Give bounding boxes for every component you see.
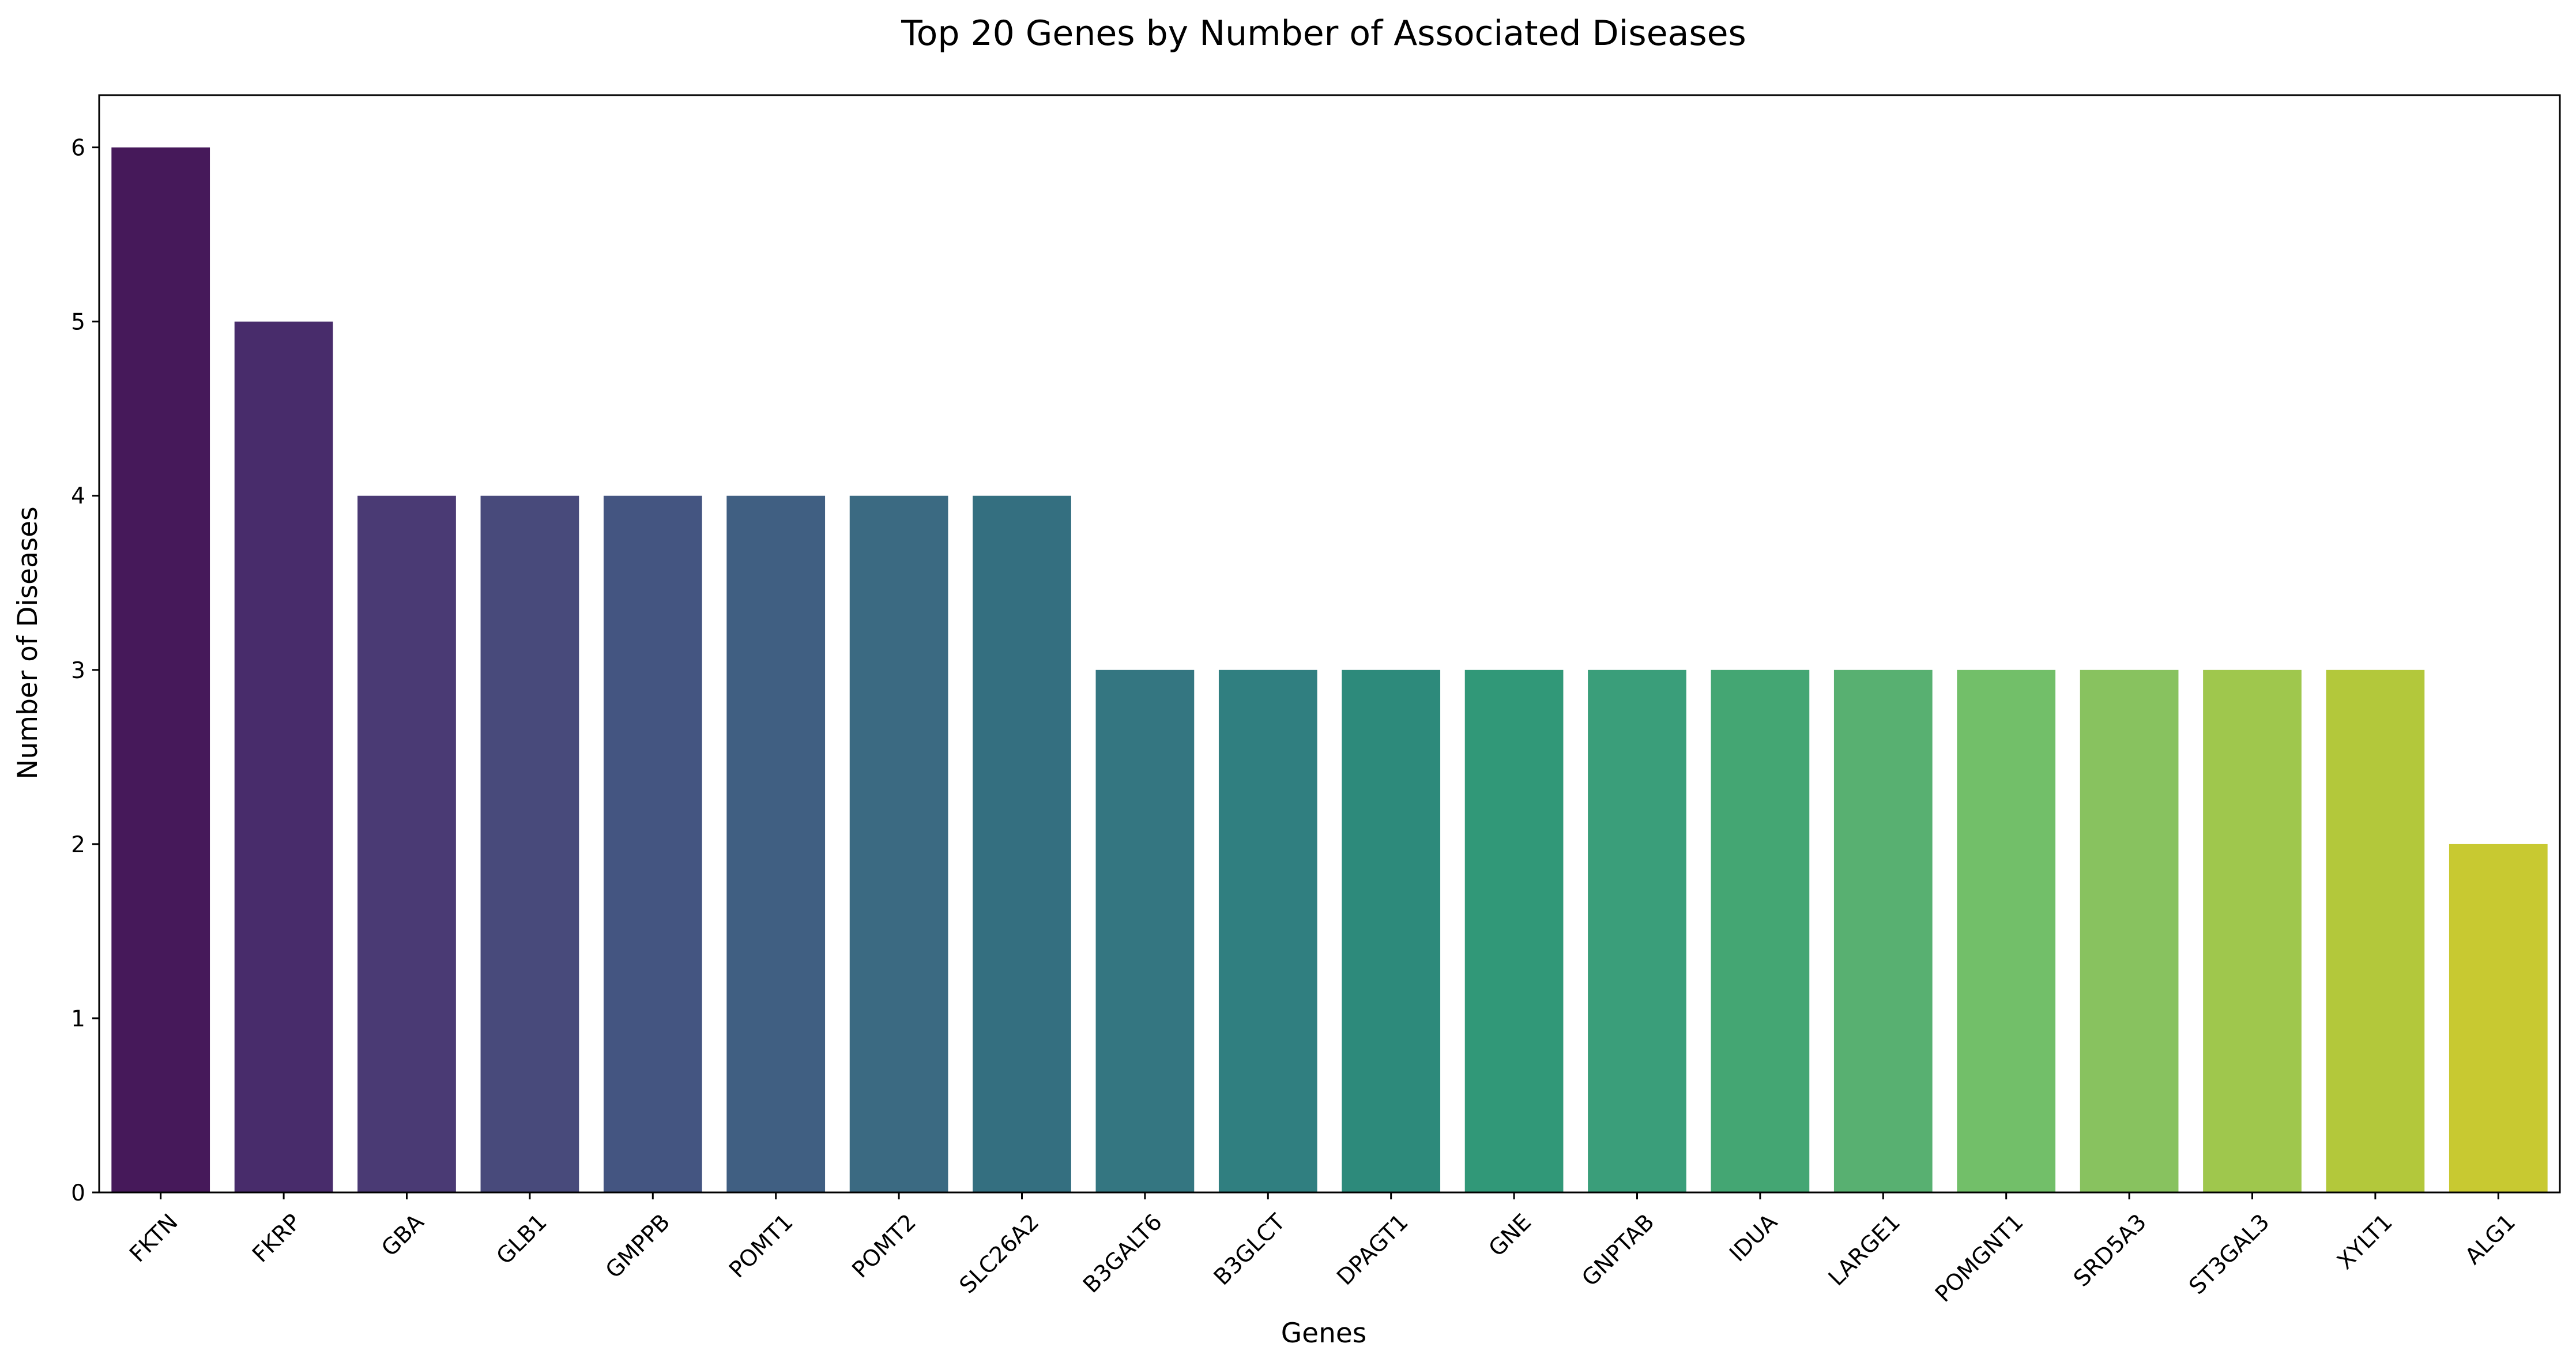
bar-fktn bbox=[111, 147, 210, 1193]
y-tick-label: 5 bbox=[71, 310, 85, 336]
bar-xylt1 bbox=[2326, 669, 2425, 1192]
bar-pomt1 bbox=[726, 495, 826, 1192]
bar-gba bbox=[357, 495, 456, 1192]
y-axis-label: Number of Diseases bbox=[12, 506, 44, 779]
x-tick-label: B3GALT6 bbox=[1078, 1209, 1167, 1298]
y-tick-label: 0 bbox=[71, 1180, 85, 1206]
x-tick-label: LARGE1 bbox=[1824, 1209, 1905, 1291]
bar-pomt2 bbox=[849, 495, 948, 1192]
x-tick-label: FKRP bbox=[247, 1209, 306, 1268]
x-tick-label: GLB1 bbox=[492, 1209, 552, 1270]
y-tick-label: 6 bbox=[71, 136, 85, 161]
x-tick-label: SRD5A3 bbox=[2069, 1209, 2152, 1292]
x-tick-label: XYLT1 bbox=[2332, 1209, 2398, 1275]
y-axis: 0 1 2 3 4 5 6 bbox=[71, 136, 99, 1206]
y-tick-label: 3 bbox=[71, 658, 85, 684]
bar-b3glct bbox=[1218, 669, 1317, 1192]
x-tick-label: IDUA bbox=[1725, 1209, 1783, 1267]
bar-gnptab bbox=[1588, 669, 1686, 1192]
bar-b3galt6 bbox=[1095, 669, 1195, 1192]
x-tick-label: B3GLCT bbox=[1209, 1209, 1290, 1290]
bar-idua bbox=[1711, 669, 1810, 1192]
x-tick-label: ALG1 bbox=[2460, 1209, 2521, 1270]
x-tick-label: FKTN bbox=[125, 1209, 183, 1267]
bar-slc26a2 bbox=[973, 495, 1071, 1192]
bar-large1 bbox=[1833, 669, 1933, 1192]
bar-st3gal3 bbox=[2203, 669, 2302, 1192]
x-tick-label: DPAGT1 bbox=[1332, 1209, 1413, 1290]
x-tick-label: POMT1 bbox=[724, 1209, 798, 1283]
bar-alg1 bbox=[2449, 844, 2548, 1192]
bar-fkrp bbox=[234, 321, 333, 1192]
bar-gne bbox=[1464, 669, 1564, 1192]
bar-srd5a3 bbox=[2080, 669, 2179, 1192]
x-axis: FKTN FKRP GBA GLB1 GMPPB POMT1 POMT2 SLC26A2 B3G… bbox=[125, 1192, 2521, 1307]
x-tick-label: SLC26A2 bbox=[955, 1209, 1044, 1299]
bar-pomgnt1 bbox=[1957, 669, 2056, 1192]
x-tick-label: GBA bbox=[376, 1209, 429, 1262]
x-tick-label: GMPPB bbox=[601, 1209, 675, 1284]
x-axis-label: Genes bbox=[1281, 1318, 1367, 1349]
bar-dpagt1 bbox=[1342, 669, 1441, 1192]
plot-frame bbox=[98, 94, 2561, 1194]
y-tick-label: 2 bbox=[71, 832, 85, 858]
x-tick-label: GNE bbox=[1484, 1209, 1536, 1262]
y-tick-label: 1 bbox=[71, 1006, 85, 1032]
chart-title: Top 20 Genes by Number of Associated Dis… bbox=[901, 13, 1746, 54]
x-tick-label: GNPTAB bbox=[1577, 1209, 1659, 1292]
bar-gmppb bbox=[603, 495, 702, 1192]
bars-layer bbox=[111, 147, 2548, 1193]
bar-glb1 bbox=[480, 495, 579, 1192]
y-tick-label: 4 bbox=[71, 484, 85, 510]
x-tick-label: POMGNT1 bbox=[1930, 1209, 2028, 1307]
x-tick-label: POMT2 bbox=[848, 1209, 921, 1283]
x-tick-label: ST3GAL3 bbox=[2185, 1209, 2275, 1300]
